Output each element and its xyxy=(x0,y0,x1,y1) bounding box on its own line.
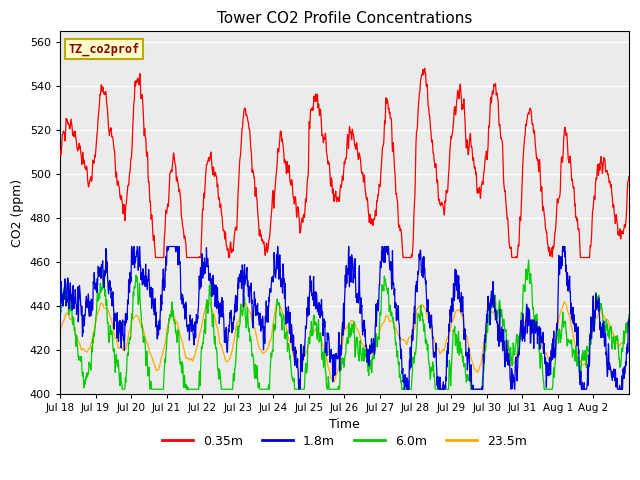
Y-axis label: CO2 (ppm): CO2 (ppm) xyxy=(11,179,24,247)
Title: Tower CO2 Profile Concentrations: Tower CO2 Profile Concentrations xyxy=(217,11,472,26)
Text: TZ_co2prof: TZ_co2prof xyxy=(68,42,140,56)
Legend: 0.35m, 1.8m, 6.0m, 23.5m: 0.35m, 1.8m, 6.0m, 23.5m xyxy=(157,430,532,453)
X-axis label: Time: Time xyxy=(329,418,360,431)
